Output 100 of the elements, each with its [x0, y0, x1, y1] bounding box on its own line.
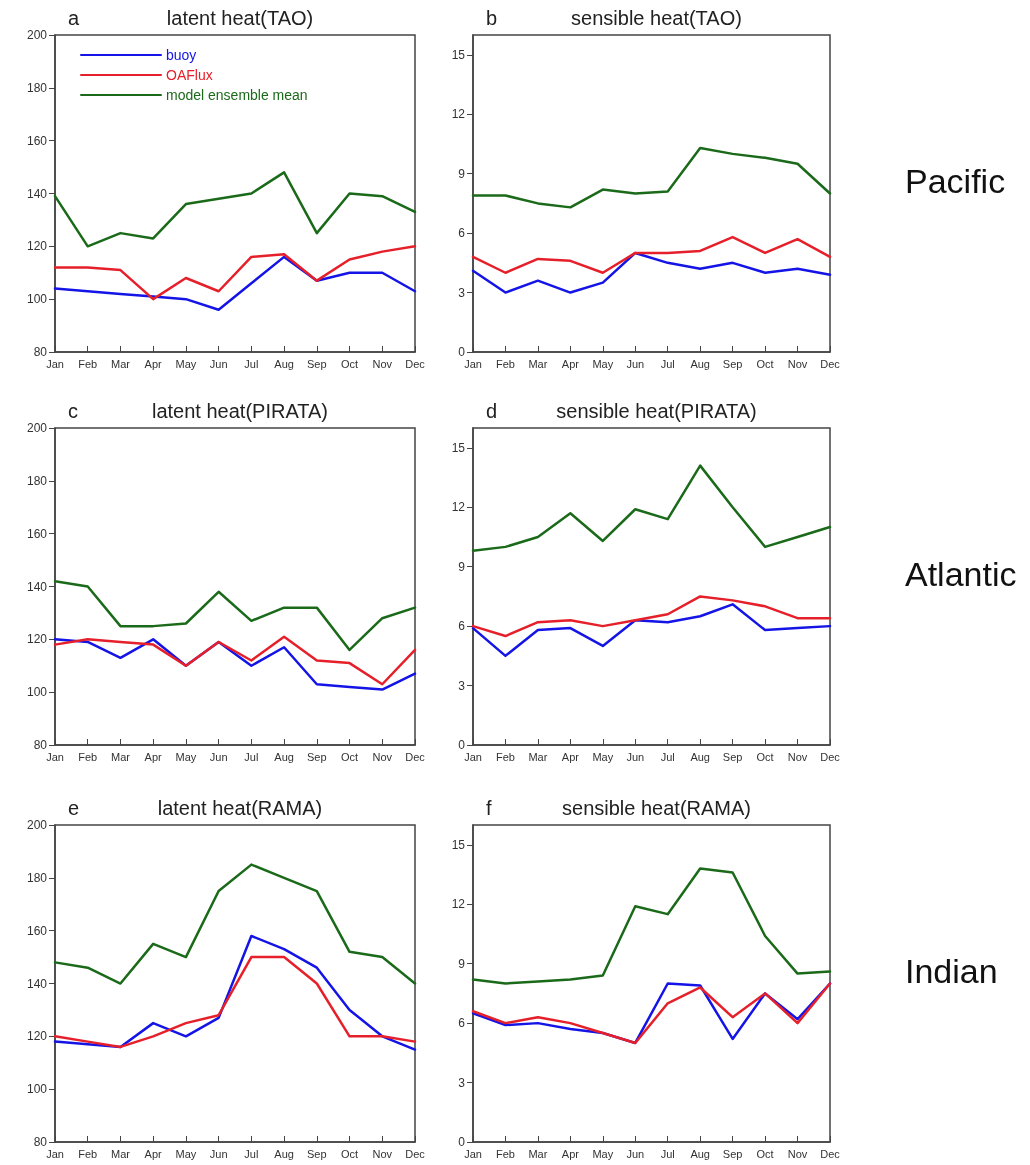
x-tick-label: Apr	[561, 1147, 580, 1160]
x-tick-label: Jul	[660, 357, 675, 370]
y-tick-label: 120	[26, 239, 48, 254]
y-tick-label: 100	[26, 292, 48, 307]
x-tick-label: Aug	[690, 357, 710, 370]
x-tick-label: Sep	[307, 1147, 327, 1160]
y-tick-label: 6	[458, 619, 466, 634]
text: Atlantic	[905, 554, 1017, 593]
chart-subtitle: c	[68, 400, 78, 422]
x-tick-label: Jul	[244, 1147, 259, 1160]
x-tick-label: Dec	[405, 1147, 426, 1160]
x-tick-label: Nov	[787, 1147, 808, 1160]
y-tick-label: 12	[451, 897, 466, 912]
x-tick-label: Jun	[626, 750, 645, 763]
line-series	[471, 603, 832, 658]
y-tick-label: 15	[451, 837, 466, 852]
y-tick-label: 15	[451, 47, 466, 62]
y-tick-label: 6	[458, 1016, 466, 1031]
x-tick-label: Oct	[340, 750, 359, 763]
y-tick-label: 0	[458, 1135, 466, 1149]
x-tick-label: Dec	[405, 357, 426, 370]
x-tick-label: Jun	[626, 357, 645, 370]
text: OAFlux	[166, 67, 213, 83]
x-tick-label: Jan	[46, 357, 64, 370]
x-tick-label: Apr	[144, 357, 163, 370]
x-tick-label: Feb	[78, 1147, 98, 1160]
x-tick-label: Dec	[820, 750, 841, 763]
y-tick-label: 0	[458, 345, 466, 359]
x-tick-label: Sep	[307, 357, 327, 370]
x-tick-label: Sep	[722, 750, 743, 763]
x-tick-label: Aug	[274, 750, 294, 763]
x-tick-label: Feb	[495, 1147, 515, 1160]
y-tick-label: 160	[26, 923, 48, 938]
y-tick-label: 3	[458, 678, 466, 693]
x-tick-label: May	[592, 1147, 614, 1160]
x-tick-label: Apr	[144, 1147, 163, 1160]
x-tick-label: Jan	[464, 1147, 482, 1160]
line-series	[53, 245, 417, 301]
line-series	[471, 464, 832, 553]
x-tick-label: Nov	[787, 750, 808, 763]
y-tick-label: 140	[26, 579, 48, 594]
y-tick-label: 120	[26, 1029, 48, 1044]
text: buoy	[166, 47, 197, 63]
x-tick-label: Nov	[787, 357, 808, 370]
chart-title: latent heat(TAO)	[166, 7, 314, 29]
x-tick-label: Nov	[372, 357, 393, 370]
x-tick-label: Nov	[372, 750, 393, 763]
x-tick-label: Sep	[307, 750, 327, 763]
x-tick-label: Jun	[209, 1147, 228, 1160]
chart-subtitle: a	[68, 7, 80, 29]
x-tick-label: Sep	[722, 357, 743, 370]
line-series	[53, 955, 417, 1049]
x-tick-label: Aug	[274, 357, 294, 370]
x-tick-label: Jul	[244, 357, 259, 370]
line-series	[53, 255, 417, 311]
x-tick-label: May	[175, 750, 197, 763]
x-tick-label: Feb	[495, 357, 515, 370]
y-tick-label: 3	[458, 1075, 466, 1090]
y-tick-label: 100	[26, 685, 48, 700]
line-series	[53, 863, 417, 985]
y-tick-label: 6	[458, 226, 466, 241]
x-tick-label: Jul	[660, 750, 675, 763]
y-tick-label: 180	[26, 870, 48, 885]
x-tick-label: Oct	[340, 1147, 359, 1160]
x-tick-label: Jan	[464, 357, 482, 370]
y-tick-label: 180	[26, 80, 48, 95]
x-tick-label: Jan	[46, 1147, 64, 1160]
x-tick-label: Aug	[690, 1147, 710, 1160]
x-tick-label: Apr	[561, 750, 580, 763]
text: Pacific	[905, 161, 1006, 200]
chart-title: sensible heat(PIRATA)	[556, 400, 757, 422]
x-tick-label: May	[592, 357, 614, 370]
y-tick-label: 100	[26, 1082, 48, 1097]
text: model ensemble mean	[166, 87, 308, 103]
y-tick-label: 160	[26, 526, 48, 541]
x-tick-label: Mar	[110, 1147, 131, 1160]
x-tick-label: Mar	[528, 357, 548, 370]
x-tick-label: Jun	[626, 1147, 645, 1160]
x-tick-label: Mar	[528, 750, 548, 763]
chart-subtitle: b	[486, 7, 498, 29]
line-series	[53, 579, 417, 652]
x-tick-label: Mar	[110, 750, 131, 763]
x-tick-label: Feb	[495, 750, 515, 763]
line-series	[471, 146, 832, 209]
chart-subtitle: f	[486, 797, 492, 819]
x-tick-label: Jul	[244, 750, 259, 763]
chart-subtitle: e	[68, 797, 80, 819]
x-tick-label: Feb	[78, 750, 98, 763]
x-tick-label: Oct	[756, 357, 774, 370]
y-tick-label: 15	[451, 440, 466, 455]
y-tick-label: 0	[458, 738, 466, 752]
y-tick-label: 9	[458, 559, 466, 574]
chart-title: sensible heat(RAMA)	[562, 797, 751, 819]
y-tick-label: 200	[26, 421, 48, 435]
chart-title: latent heat(RAMA)	[157, 797, 323, 819]
x-tick-label: Nov	[372, 1147, 393, 1160]
y-tick-label: 9	[458, 166, 466, 181]
line-series	[471, 595, 832, 638]
x-tick-label: Oct	[756, 750, 774, 763]
y-tick-label: 12	[451, 107, 466, 122]
